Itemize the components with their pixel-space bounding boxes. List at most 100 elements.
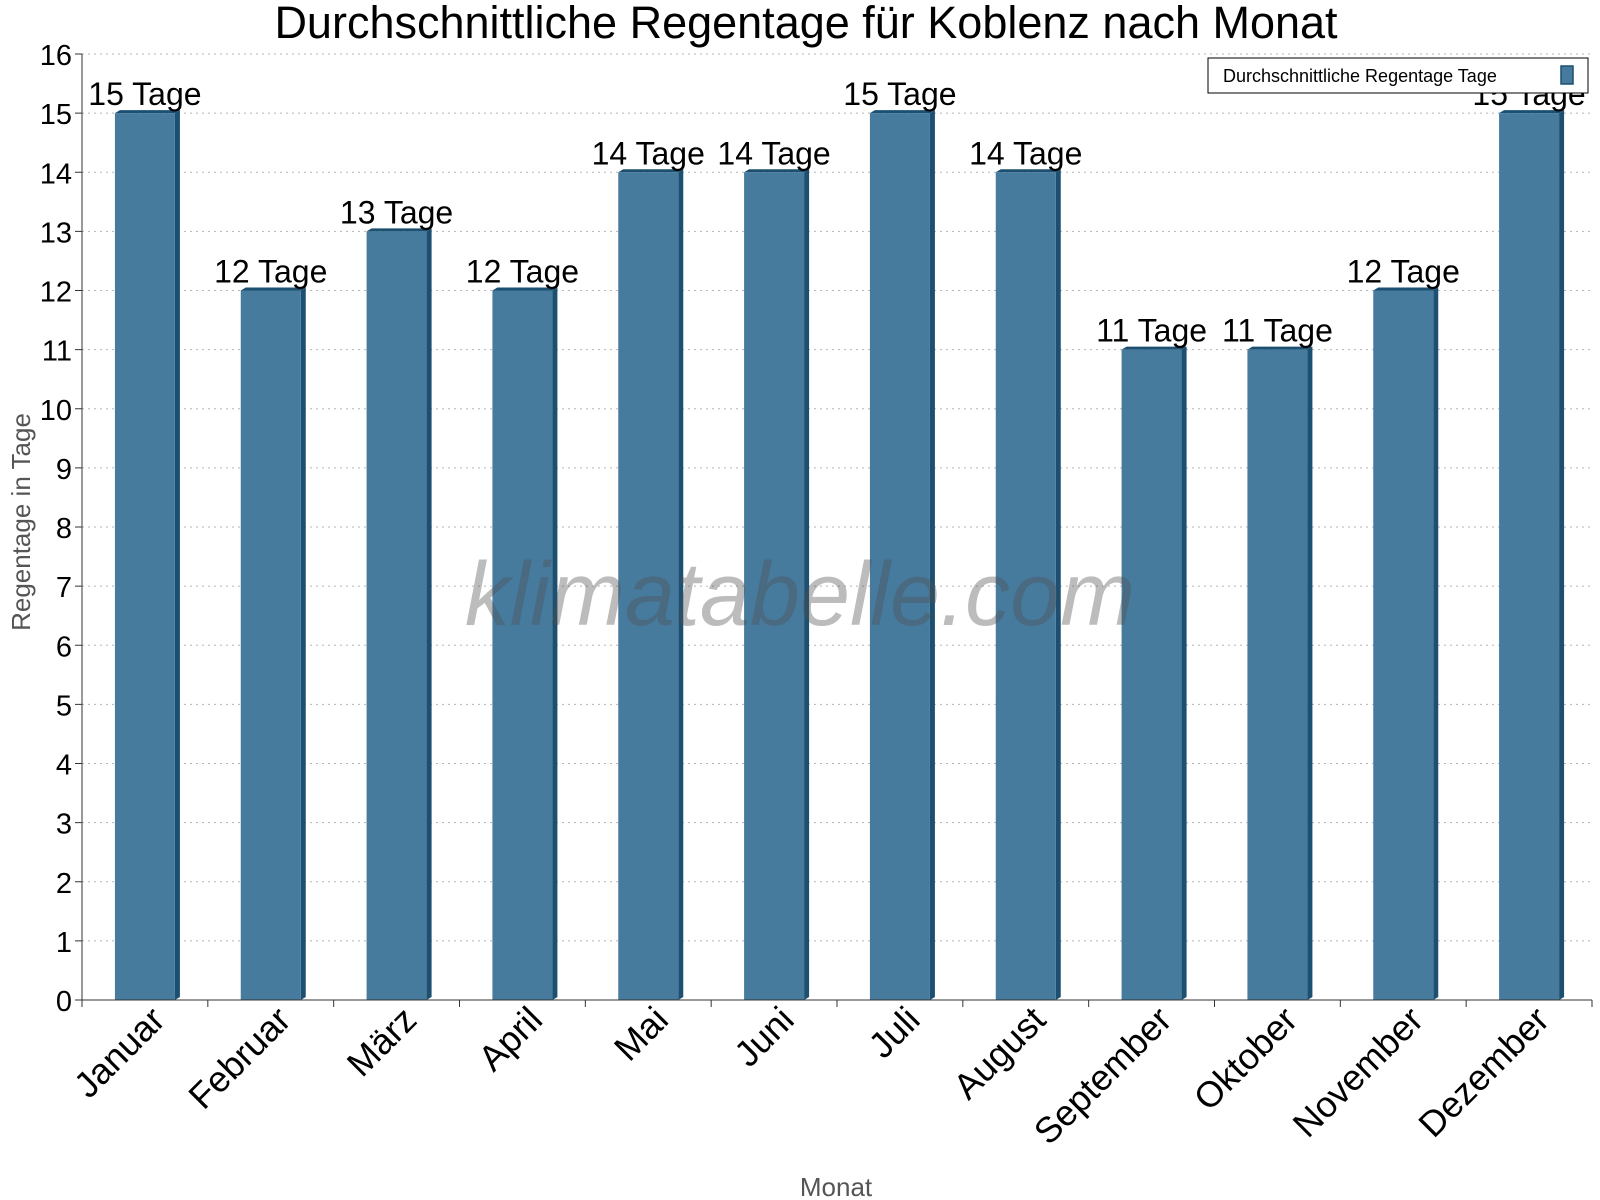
bar-face <box>1373 290 1434 1000</box>
x-tick-label: Februar <box>180 999 298 1117</box>
x-tick-label: September <box>1026 999 1180 1153</box>
bar-side <box>804 169 810 1000</box>
bar-side <box>678 169 684 1000</box>
chart-title: Durchschnittliche Regentage für Koblenz … <box>274 0 1338 48</box>
data-label: 14 Tage <box>592 135 705 171</box>
bar-face <box>492 290 553 1000</box>
bar-side <box>1181 346 1187 1000</box>
y-tick-label: 3 <box>56 809 72 841</box>
legend-swatch <box>1560 65 1574 85</box>
y-tick-label: 14 <box>40 158 72 190</box>
x-tick-label: Juli <box>860 999 927 1066</box>
bar-side <box>552 287 558 1000</box>
data-label: 15 Tage <box>88 76 201 112</box>
bar-november <box>1373 287 1439 1000</box>
data-label: 12 Tage <box>214 254 327 290</box>
bar-märz <box>366 228 432 1000</box>
bar-top <box>744 169 810 173</box>
y-tick-label: 15 <box>40 99 72 131</box>
x-tick-label: August <box>945 999 1053 1107</box>
y-tick-label: 7 <box>56 572 72 604</box>
bar-top <box>618 169 684 173</box>
data-label: 12 Tage <box>466 254 579 290</box>
bar-side <box>1055 169 1061 1000</box>
bar-top <box>995 169 1061 173</box>
data-label: 12 Tage <box>1347 254 1460 290</box>
bar-august <box>995 169 1061 1000</box>
bar-side <box>929 110 935 1000</box>
data-label: 11 Tage <box>1222 313 1333 349</box>
bar-oktober <box>1247 346 1313 1000</box>
bar-top <box>366 228 432 232</box>
y-tick-label: 2 <box>56 868 72 900</box>
data-label: 14 Tage <box>969 135 1082 171</box>
x-tick-label: Mai <box>606 999 676 1069</box>
bar-juni <box>744 169 810 1000</box>
x-axis-ticks: Januar Februar März April Mai Juni Juli AugustS… <box>66 999 1593 1153</box>
bar-face <box>240 290 301 1000</box>
gridlines <box>82 53 1592 942</box>
x-tick-label: April <box>470 999 550 1079</box>
x-tick-label: November <box>1284 999 1430 1145</box>
x-tick-label: Dezember <box>1410 999 1556 1145</box>
bar-april <box>492 287 558 1000</box>
bar-side <box>174 110 180 1000</box>
y-tick-label: 16 <box>40 40 72 72</box>
y-axis-label: Regentage in Tage <box>6 413 36 631</box>
bar-face <box>1247 349 1308 1000</box>
y-tick-label: 5 <box>56 690 72 722</box>
data-label: 13 Tage <box>340 194 453 230</box>
y-tick-label: 11 <box>42 336 72 368</box>
bar-top <box>1499 110 1565 114</box>
x-tick-label: Juni <box>726 999 802 1075</box>
data-label: 14 Tage <box>717 135 830 171</box>
data-label: 11 Tage <box>1096 313 1207 349</box>
bar-face <box>995 172 1056 1000</box>
y-tick-label: 13 <box>40 217 72 249</box>
y-tick-label: 9 <box>56 454 72 486</box>
bar-face <box>366 231 427 1000</box>
bar-side <box>300 287 306 1000</box>
y-tick-label: 0 <box>56 986 72 1018</box>
x-tick-label: Oktober <box>1186 999 1306 1119</box>
bar-face <box>618 172 679 1000</box>
bar-januar <box>114 110 180 1000</box>
bar-top <box>1121 346 1187 350</box>
y-tick-label: 4 <box>56 750 72 782</box>
bar-juli <box>869 110 935 1000</box>
x-axis-label: Monat <box>800 1172 873 1200</box>
y-tick-label: 10 <box>40 395 72 427</box>
watermark-text: klimatabelle.com <box>465 545 1135 645</box>
bar-side <box>1433 287 1439 1000</box>
bar-top <box>492 287 558 291</box>
bar-top <box>1373 287 1439 291</box>
axes <box>81 54 1592 1001</box>
bar-side <box>1307 346 1313 1000</box>
legend-box <box>1207 57 1589 94</box>
bar-mai <box>618 169 684 1000</box>
bar-face <box>1499 113 1560 1000</box>
bar-februar <box>240 287 306 1000</box>
bar-face <box>744 172 805 1000</box>
bar-face <box>1121 349 1182 1000</box>
legend: Durchschnittliche Regentage Tage <box>1207 57 1589 94</box>
y-tick-label: 1 <box>56 927 72 959</box>
x-tick-label: März <box>339 999 425 1085</box>
y-tick-label: 12 <box>40 277 72 309</box>
bar-side <box>426 228 432 1000</box>
bar-september <box>1121 346 1187 1000</box>
bars <box>114 110 1565 1000</box>
data-label: 15 Tage <box>843 76 956 112</box>
y-tick-label: 8 <box>56 513 72 545</box>
bar-top <box>114 110 180 114</box>
y-tick-label: 6 <box>56 631 72 663</box>
bar-top <box>1247 346 1313 350</box>
x-tick-label: Januar <box>66 999 173 1106</box>
bar-top <box>240 287 306 291</box>
legend-label: Durchschnittliche Regentage Tage <box>1223 66 1497 86</box>
bar-dezember <box>1499 110 1565 1000</box>
bar-face <box>869 113 930 1000</box>
data-labels: 15 Tage 12 Tage 13 Tage 12 Tage 14 Tage 14 Ta… <box>88 76 1585 349</box>
